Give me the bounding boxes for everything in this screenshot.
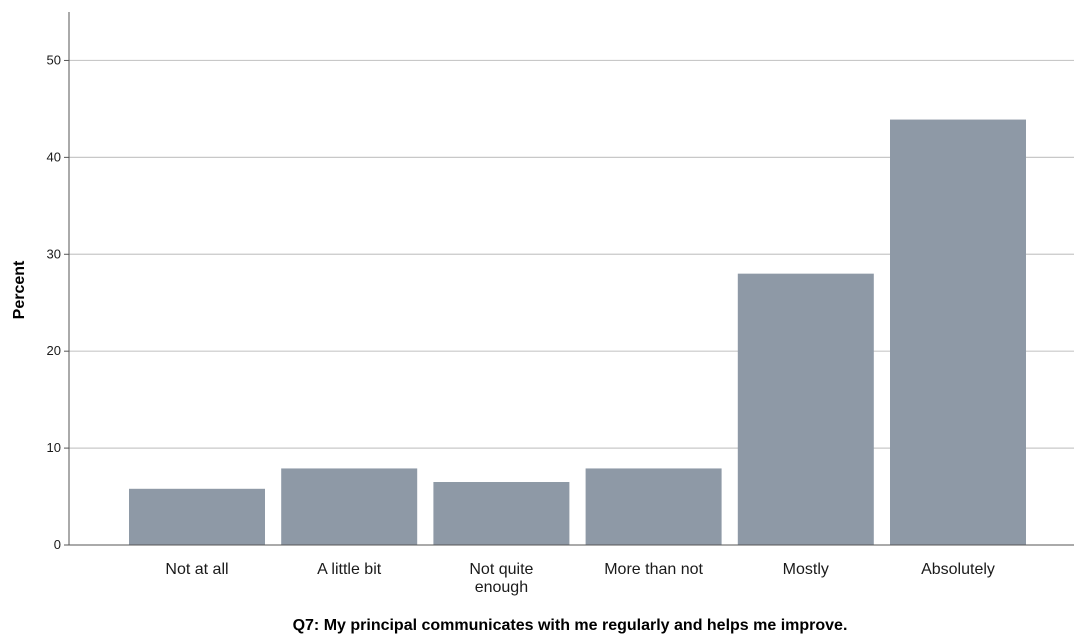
bars [129,119,1026,545]
x-tick-label: More than not [604,561,703,578]
axes [64,12,1074,546]
bar-mostly [737,273,874,545]
bar-absolutely [890,119,1026,545]
x-tick-label: Absolutely [921,561,995,578]
x-tick-label: Not at all [165,561,228,578]
y-tick-labels: 0 10 20 30 40 50 [47,52,61,552]
y-tick-label: 10 [47,440,61,455]
bar-not-at-all [129,488,265,545]
y-tick-label: 50 [47,52,61,67]
x-tick-label: Not quite enough [469,561,533,596]
y-tick-label: 0 [54,537,61,552]
y-tick-label: 40 [47,149,61,164]
y-tick-label: 30 [47,246,61,261]
x-axis-label: Q7: My principal communicates with me re… [293,617,848,634]
x-tick-label: Mostly [783,561,829,578]
bar-not-quite-enough [433,482,570,545]
y-axis-label: Percent [11,260,28,319]
bar-more-than-not [585,468,722,545]
x-category-labels: Not at all A little bit Not quite enough Mor… [165,561,994,596]
y-tick-label: 20 [47,343,61,358]
x-tick-label: A little bit [317,561,382,578]
bar-a-little-bit [281,468,418,545]
